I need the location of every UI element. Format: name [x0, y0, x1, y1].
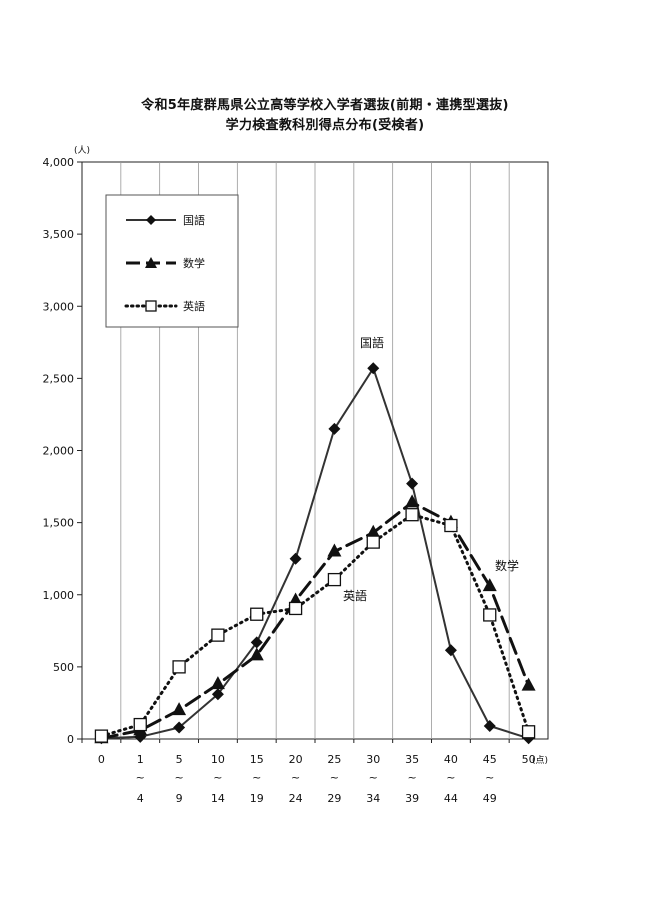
data-point-triangle: [172, 702, 187, 716]
x-tick-wave: ~: [330, 771, 339, 784]
legend-label-kokugo: 国語: [183, 213, 205, 227]
x-tick-label-bottom: 4: [137, 792, 144, 805]
data-point-square: [521, 725, 536, 739]
x-tick-wave: ~: [446, 771, 455, 784]
y-tick-label: 3,500: [43, 228, 75, 241]
data-point-diamond: [289, 552, 302, 565]
x-tick-wave: ~: [485, 771, 494, 784]
y-tick-label: 1,000: [43, 589, 75, 602]
series-line-3: [99, 513, 531, 738]
x-tick-label-bottom: 24: [289, 792, 303, 805]
y-tick-label: 500: [53, 661, 74, 674]
annotation-eigo: 英語: [343, 588, 367, 603]
x-tick-label-top: 15: [250, 753, 264, 766]
data-point-triangle: [366, 524, 381, 538]
data-point-diamond: [406, 477, 419, 490]
chart-subtitle: 学力検査教科別得点分布(受検者): [225, 118, 425, 133]
x-tick-label-top: 5: [176, 753, 183, 766]
y-tick-label: 3,000: [43, 300, 75, 313]
data-point-square: [288, 601, 303, 616]
data-point-square: [94, 729, 109, 743]
x-tick-wave: ~: [213, 771, 222, 784]
x-tick-label-top: 40: [444, 753, 458, 766]
data-point-square: [327, 572, 342, 587]
series-layer: [94, 362, 536, 745]
x-tick-label-bottom: 49: [483, 792, 497, 805]
x-tick-label-top: 50: [522, 753, 536, 766]
x-tick-label-top: 30: [366, 753, 380, 766]
data-point-triangle: [405, 494, 420, 508]
annotation-sugaku: 数学: [495, 558, 519, 573]
x-tick-wave: ~: [174, 771, 183, 784]
legend-label-sugaku: 数学: [183, 256, 205, 270]
data-point-square: [444, 518, 458, 533]
y-tick-label: 1,500: [43, 517, 75, 530]
x-tick-wave: ~: [136, 771, 145, 784]
data-point-triangle: [327, 543, 342, 557]
data-point-square: [172, 660, 186, 674]
x-tick-wave: ~: [291, 771, 300, 784]
x-tick-label-top: 10: [211, 753, 225, 766]
x-tick-label-top: 25: [327, 753, 341, 766]
x-tick-label-bottom: 39: [405, 792, 419, 805]
annotation-kokugo: 国語: [360, 335, 384, 350]
x-tick-label-bottom: 34: [366, 792, 380, 805]
x-tick-label-top: 1: [137, 753, 144, 766]
y-tick-label: 0: [67, 733, 74, 746]
legend-label-eigo: 英語: [183, 299, 205, 313]
data-point-square: [405, 508, 419, 522]
data-point-diamond: [211, 688, 224, 701]
data-point-square: [483, 608, 497, 622]
data-point-diamond: [173, 721, 186, 734]
series-line-2: [99, 500, 531, 740]
series-line-1: [101, 367, 529, 740]
legend-item-eigo: 英語: [124, 299, 205, 313]
data-point-triangle: [249, 647, 264, 661]
x-tick-label-top: 20: [289, 753, 303, 766]
x-unit-label: (点): [532, 755, 548, 766]
x-tick-label-bottom: 14: [211, 792, 225, 805]
data-point-square: [133, 717, 147, 732]
y-tick-label: 4,000: [43, 156, 75, 169]
data-point-square: [211, 628, 225, 642]
data-point-square: [250, 607, 264, 621]
data-point-triangle: [482, 578, 497, 592]
y-tick-label: 2,000: [43, 445, 75, 458]
data-point-diamond: [483, 720, 496, 733]
legend-item-sugaku: 数学: [126, 256, 205, 270]
x-tick-label-bottom: 9: [176, 792, 183, 805]
x-tick-wave: ~: [252, 771, 261, 784]
data-point-square: [366, 535, 380, 549]
data-point-diamond: [250, 636, 263, 649]
data-point-diamond: [367, 362, 380, 375]
y-unit-label: (人): [74, 145, 90, 156]
x-tick-label-top: 45: [483, 753, 497, 766]
x-tick-label-bottom: 29: [327, 792, 341, 805]
chart-title: 令和5年度群馬県公立高等学校入学者選抜(前期・連携型選抜): [141, 98, 509, 113]
data-point-diamond: [444, 644, 457, 657]
data-point-triangle: [521, 677, 536, 691]
x-tick-wave: ~: [369, 771, 378, 784]
x-tick-label-top: 0: [98, 753, 105, 766]
legend-item-kokugo: 国語: [126, 213, 205, 227]
x-tick-label-top: 35: [405, 753, 419, 766]
data-point-triangle: [210, 676, 225, 690]
x-tick-label-bottom: 19: [250, 792, 264, 805]
x-tick-wave: ~: [407, 771, 416, 784]
x-tick-label-bottom: 44: [444, 792, 458, 805]
data-point-diamond: [328, 422, 341, 435]
y-tick-label: 2,500: [43, 372, 75, 385]
